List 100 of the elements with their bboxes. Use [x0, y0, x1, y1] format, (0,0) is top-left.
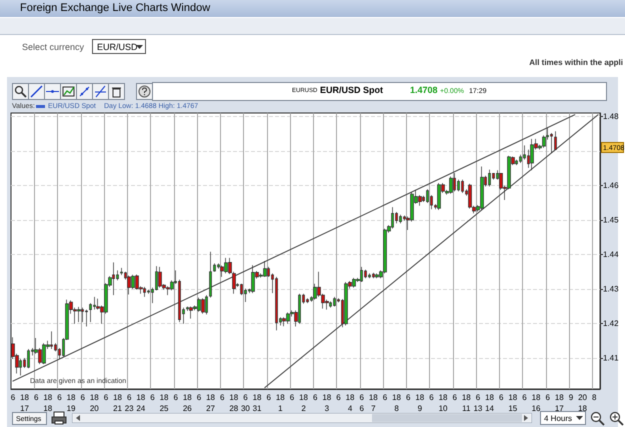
candlestick — [120, 268, 123, 276]
x-tick-label: 6 — [406, 393, 411, 402]
candlestick — [251, 264, 255, 294]
candlestick — [449, 176, 453, 194]
x-tick-label: 18 20 — [90, 393, 100, 413]
x-tick-label: 6 — [498, 393, 504, 402]
x-tick-label: 18 10 — [438, 393, 448, 413]
x-tick-label: 6 — [266, 393, 272, 402]
candlestick — [306, 298, 309, 304]
candlestick — [282, 316, 286, 327]
x-tick-label: 18 1 — [276, 393, 286, 413]
x-tick-label: 6 — [220, 393, 225, 402]
candlestick — [201, 298, 205, 314]
x-tick-label: 6 6 — [359, 393, 364, 413]
candlestick — [368, 273, 371, 279]
chart-title: EUR/USD Spot — [320, 85, 383, 95]
candlestick — [480, 166, 484, 210]
y-tick-label: 1.42 — [603, 318, 620, 328]
x-tick-label: 6 — [545, 393, 550, 402]
x-tick-label: 6 — [336, 393, 342, 402]
candlestick — [135, 274, 139, 290]
x-tick-label: 6 — [34, 393, 39, 402]
x-tick-label: 18 17 — [20, 393, 30, 413]
candlestick — [112, 262, 115, 296]
candlestick — [554, 130, 557, 151]
candlestick — [213, 263, 216, 272]
x-tick-label: 9 — [568, 393, 574, 402]
candlestick — [244, 288, 247, 302]
candlestick — [453, 172, 456, 192]
candlestick — [391, 206, 394, 229]
x-tick-label: 18 21 — [113, 393, 123, 413]
x-tick-label: 6 — [290, 393, 295, 402]
candlestick — [263, 260, 267, 278]
text: EUR/USD — [92, 39, 146, 54]
candlestick — [197, 297, 201, 312]
candlestick — [189, 306, 193, 319]
x-tick-label: 18 15 — [508, 393, 518, 413]
candlestick — [224, 258, 228, 274]
candlestick — [372, 272, 375, 279]
text: All times within the appli — [529, 58, 623, 67]
candlestick — [209, 251, 212, 298]
text: 4 Hours — [544, 414, 572, 423]
candlestick — [333, 296, 336, 307]
x-tick-label: 6 — [429, 393, 434, 402]
x-tick-label: 6 — [10, 393, 16, 402]
x-tick-label: 18 16 — [532, 393, 542, 413]
x-tick-label: 6 13 — [473, 393, 483, 413]
x-tick-label: 18 25 — [160, 393, 170, 413]
candlestick — [364, 269, 367, 279]
candlestick — [298, 293, 301, 324]
x-tick-label: 6 — [173, 393, 178, 402]
candlestick — [375, 273, 379, 279]
candlestick — [127, 275, 131, 295]
y-tick-label: 1.45 — [603, 215, 620, 224]
x-tick-label: 18 24 — [136, 393, 146, 413]
x-tick-label: 18 3 — [322, 393, 332, 413]
candlestick — [286, 312, 290, 324]
text: Foreign Exchange Live Charts Window — [20, 2, 210, 14]
x-tick-label: 6 — [80, 393, 86, 402]
candlestick — [530, 138, 534, 171]
x-tick-label: 6 — [312, 393, 318, 402]
candlestick — [77, 306, 81, 322]
x-tick-label: 6 — [57, 393, 62, 402]
candlestick — [205, 294, 208, 315]
x-tick-label: 18 2 — [299, 393, 309, 413]
x-tick-label: 6 23 — [124, 393, 134, 413]
candlestick — [461, 179, 464, 194]
candlestick — [42, 342, 46, 365]
x-tick-label: 18 8 — [392, 393, 402, 413]
candlestick — [437, 182, 441, 210]
candlestick — [143, 286, 146, 298]
y-tick-label: 1.44 — [603, 250, 620, 259]
text: Select currency — [22, 42, 84, 52]
candlestick — [85, 309, 88, 327]
x-tick-label: 18 18 — [43, 393, 53, 413]
candlestick — [158, 266, 162, 288]
x-tick-label: 6 30 — [240, 393, 250, 413]
x-tick-label: 18 9 — [415, 393, 425, 413]
y-tick-label: 1.46 — [603, 180, 620, 190]
x-tick-label: 6 — [522, 393, 528, 402]
x-tick-label: 18 31 — [252, 393, 262, 413]
candlestick — [360, 266, 363, 282]
x-tick-label: 18 19 — [66, 393, 76, 413]
candlestick — [399, 214, 402, 224]
candlestick — [275, 276, 278, 331]
candlestick — [50, 331, 53, 350]
candlestick — [329, 301, 332, 308]
candlestick — [352, 278, 356, 288]
x-tick-label: 18 14 — [485, 393, 495, 413]
x-tick-label: 18 17 — [554, 393, 564, 413]
y-tick-label: 1.48 — [603, 112, 620, 121]
x-tick-label: 18 7 — [368, 393, 378, 413]
candlestick — [27, 348, 30, 369]
x-tick-label: 6 — [196, 393, 202, 402]
x-tick-label: 18 26 — [182, 393, 192, 413]
y-tick-label: 1.41 — [603, 353, 620, 362]
x-tick-label: 6 — [150, 393, 156, 402]
x-tick-label: 18 27 — [206, 393, 216, 413]
x-tick-label: 6 — [104, 393, 109, 402]
x-tick-label: 18 11 — [462, 393, 472, 413]
